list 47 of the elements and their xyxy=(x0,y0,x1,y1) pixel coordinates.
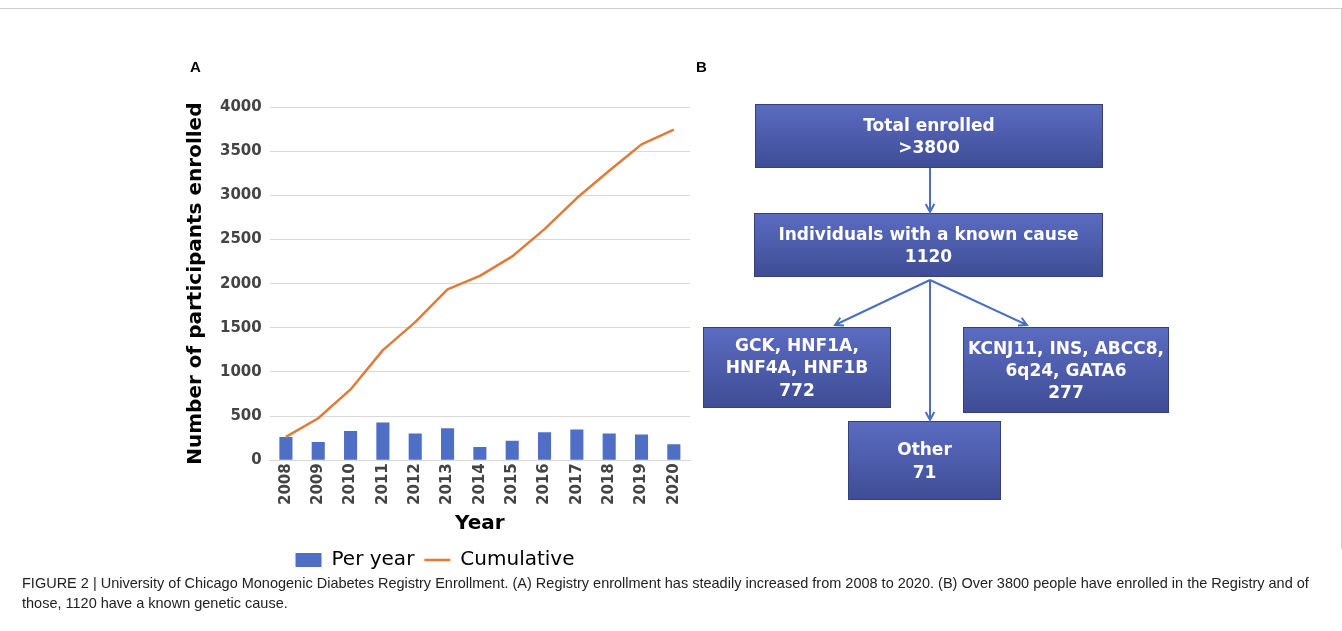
x-tick-label: 2010 xyxy=(340,463,359,505)
x-tick-label: 2013 xyxy=(437,463,456,505)
y-tick-label: 1500 xyxy=(220,317,262,336)
x-tick-label: 2009 xyxy=(308,463,327,505)
bar xyxy=(311,441,325,460)
text-box: Individuals with a known cause 1120 xyxy=(754,213,1103,277)
x-tick-label: 2008 xyxy=(275,463,294,505)
bar xyxy=(570,429,584,460)
text: B xyxy=(696,58,707,75)
bar xyxy=(667,444,681,460)
x-tick-label: 2016 xyxy=(534,463,553,505)
chart-title: A xyxy=(190,58,201,75)
bar xyxy=(344,431,358,460)
bar xyxy=(279,436,293,460)
bar xyxy=(602,433,616,460)
y-tick-label: 2500 xyxy=(220,229,262,248)
y-tick-label: 500 xyxy=(230,405,262,424)
x-tick-label: 2014 xyxy=(469,463,488,505)
y-tick-label: 3500 xyxy=(220,141,262,160)
x-tick-label: 2015 xyxy=(502,463,521,505)
y-tick-label: 0 xyxy=(251,450,262,469)
x-tick-label: 2011 xyxy=(372,463,391,505)
text-box: GCK, HNF1A, HNF4A, HNF1B 772 xyxy=(703,327,891,408)
y-axis-title: Number of participants enrolled xyxy=(182,102,207,465)
text-box: Total enrolled >3800 xyxy=(755,104,1103,168)
x-tick-label: 2018 xyxy=(599,463,618,505)
bar xyxy=(441,428,455,460)
x-tick-label: 2017 xyxy=(566,463,585,505)
x-tick-label: 2020 xyxy=(663,463,682,505)
bar xyxy=(634,434,649,460)
y-tick-label: 3000 xyxy=(220,185,262,204)
bar xyxy=(537,432,552,460)
bar xyxy=(376,422,390,460)
x-tick-label: 2012 xyxy=(405,463,424,505)
bar xyxy=(505,440,519,460)
caption: FIGURE 2 | University of Chicago Monogenic Diabetes Registry Enrollment. (A) Registry enrollment has steadily increased from 2008 to 2020. (B) Over 3800 people have enrolled in the Registry and of those, 1120 have a known genetic cause. xyxy=(22,574,1310,614)
y-tick-label: 2000 xyxy=(220,273,262,292)
legend-label: Cumulative xyxy=(460,546,575,571)
x-tick-label: 2019 xyxy=(631,463,650,505)
y-tick-label: 4000 xyxy=(220,96,262,115)
text-box: Other 71 xyxy=(848,421,1001,500)
x-axis-title: Year xyxy=(454,510,505,535)
bar xyxy=(408,433,422,460)
legend-label: Per year xyxy=(331,546,416,571)
bar xyxy=(473,447,487,460)
y-tick-label: 1000 xyxy=(220,361,262,380)
text-box: KCNJ11, INS, ABCC8, 6q24, GATA6 277 xyxy=(963,327,1169,413)
